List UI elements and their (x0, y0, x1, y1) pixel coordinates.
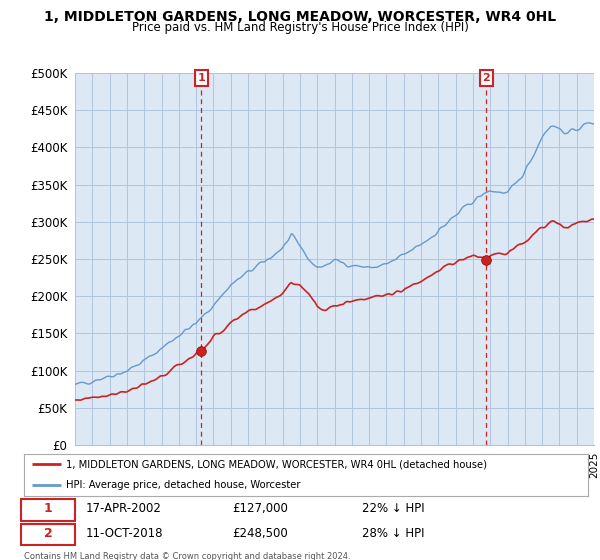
Text: 2: 2 (44, 527, 52, 540)
Text: 1: 1 (197, 73, 205, 83)
Text: 1, MIDDLETON GARDENS, LONG MEADOW, WORCESTER, WR4 0HL: 1, MIDDLETON GARDENS, LONG MEADOW, WORCE… (44, 10, 556, 24)
Text: £248,500: £248,500 (233, 527, 289, 540)
Text: 1: 1 (44, 502, 52, 515)
Text: HPI: Average price, detached house, Worcester: HPI: Average price, detached house, Worc… (66, 480, 301, 490)
Text: 11-OCT-2018: 11-OCT-2018 (86, 527, 164, 540)
Text: Price paid vs. HM Land Registry's House Price Index (HPI): Price paid vs. HM Land Registry's House … (131, 21, 469, 34)
Text: 28% ↓ HPI: 28% ↓ HPI (362, 527, 425, 540)
Text: 1, MIDDLETON GARDENS, LONG MEADOW, WORCESTER, WR4 0HL (detached house): 1, MIDDLETON GARDENS, LONG MEADOW, WORCE… (66, 459, 487, 469)
Text: 2: 2 (482, 73, 490, 83)
Text: 22% ↓ HPI: 22% ↓ HPI (362, 502, 425, 515)
FancyBboxPatch shape (21, 499, 75, 521)
Text: 17-APR-2002: 17-APR-2002 (86, 502, 162, 515)
Text: Contains HM Land Registry data © Crown copyright and database right 2024.
This d: Contains HM Land Registry data © Crown c… (24, 552, 350, 560)
Text: £127,000: £127,000 (233, 502, 289, 515)
FancyBboxPatch shape (21, 524, 75, 545)
